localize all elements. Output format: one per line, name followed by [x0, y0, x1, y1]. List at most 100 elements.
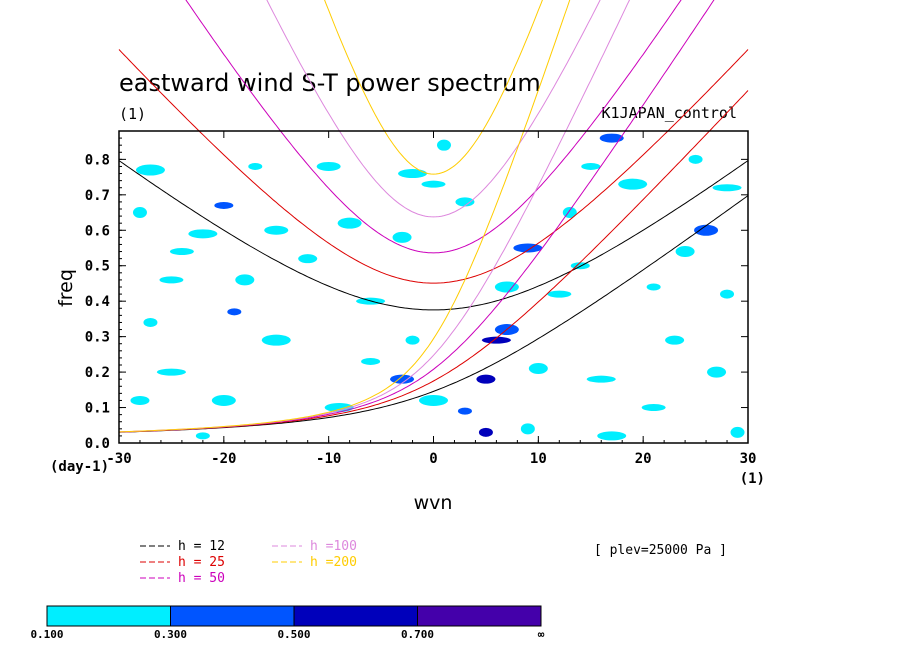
y-tick-label: 0.7: [85, 188, 110, 204]
x-tick-label: 30: [740, 451, 757, 467]
power-contour-patch: [130, 395, 150, 405]
power-contour-patch: [316, 161, 341, 171]
power-contour-patch: [712, 184, 742, 192]
x-tick-label: 0: [429, 451, 437, 467]
power-shading: [130, 133, 745, 441]
x-tick-label: -30: [106, 451, 131, 467]
colorbar-label: ∞: [538, 628, 545, 641]
y-axis-unit: (day-1): [50, 459, 109, 475]
x-axis-ticks: -30 -20 -10 0 10 20 30: [106, 131, 756, 467]
x-tick-label: -20: [211, 451, 236, 467]
power-contour-patch: [214, 201, 234, 209]
power-contour-patch: [586, 375, 616, 383]
y-axis-label: freq: [55, 269, 77, 307]
power-contour-patch: [476, 374, 496, 384]
power-contour-patch: [597, 431, 627, 441]
power-contour-patch: [478, 427, 493, 437]
power-contour-patch: [436, 139, 451, 151]
power-contour-patch: [528, 363, 548, 375]
legend-label: h = 25: [178, 555, 225, 570]
colorbar-label: 0.700: [401, 628, 434, 641]
dispersion-curves: [118, 0, 749, 433]
legend-label: h =100: [310, 539, 357, 554]
x-axis-unit: (1): [740, 471, 765, 487]
y-tick-label: 0.5: [85, 259, 110, 275]
power-contour-patch: [720, 289, 735, 299]
power-contour-patch: [646, 283, 661, 291]
y-tick-label: 0.0: [85, 436, 110, 452]
power-contour-patch: [513, 243, 543, 253]
y-tick-label: 0.2: [85, 365, 110, 381]
chart-subtitle-left: (1): [119, 105, 146, 123]
legend-label: h = 50: [178, 571, 225, 586]
power-contour-patch: [169, 248, 194, 256]
kelvin-curve-h25: [118, 90, 749, 433]
chart-title: eastward wind S-T power spectrum: [119, 69, 541, 97]
power-contour-patch: [581, 162, 601, 170]
power-contour-patch: [159, 276, 184, 284]
power-contour-patch: [392, 231, 412, 243]
y-tick-label: 0.6: [85, 223, 110, 239]
power-contour-patch: [298, 254, 318, 264]
y-tick-label: 0.4: [85, 294, 110, 310]
power-contour-patch: [547, 290, 572, 298]
kelvin-curve-h200: [118, 0, 571, 433]
power-contour-patch: [143, 317, 158, 327]
power-contour-patch: [599, 133, 624, 143]
legend-label: h = 12: [178, 539, 225, 554]
power-contour-patch: [707, 366, 727, 378]
colorbar-label: 0.300: [154, 628, 187, 641]
power-contour-patch: [405, 335, 420, 345]
power-contour-patch: [248, 162, 263, 170]
colorbar-segment: [293, 605, 418, 627]
level-annotation: [ plev=25000 Pa ]: [594, 543, 727, 558]
kelvin-curve-h100: [118, 0, 631, 433]
y-axis-ticks: 0.0 0.1 0.2 0.3 0.4 0.5 0.6 0.7 0.8: [85, 137, 748, 452]
power-contour-patch: [188, 229, 218, 239]
power-contour-patch: [211, 394, 236, 406]
power-contour-patch: [361, 357, 381, 365]
colorbar-label: 0.100: [30, 628, 63, 641]
dispersion-curve-h50: [185, 0, 682, 254]
dispersion-curve-h25: [118, 49, 749, 284]
x-axis-label: wvn: [414, 492, 453, 514]
kelvin-curve-h50: [118, 0, 715, 433]
power-contour-patch: [337, 217, 362, 229]
dispersion-curve-h200: [324, 0, 543, 175]
power-contour-patch: [730, 426, 745, 438]
power-contour-patch: [494, 281, 519, 293]
power-contour-patch: [641, 404, 666, 412]
y-tick-label: 0.3: [85, 330, 110, 346]
power-contour-patch: [398, 169, 428, 179]
power-contour-patch: [618, 178, 648, 190]
legend-label: h =200: [310, 555, 357, 570]
power-contour-patch: [457, 407, 472, 415]
power-contour-patch: [156, 368, 186, 376]
colorbar-segment: [46, 605, 171, 627]
x-tick-label: -10: [316, 451, 341, 467]
dispersion-curve-h100: [266, 0, 601, 218]
chart-subtitle-right: K1JAPAN_control: [602, 104, 737, 122]
power-contour-patch: [235, 274, 255, 286]
power-contour-patch: [665, 335, 685, 345]
power-contour-patch: [324, 403, 354, 413]
power-contour-patch: [455, 197, 475, 207]
power-contour-patch: [132, 207, 147, 219]
x-tick-label: 20: [635, 451, 652, 467]
power-contour-patch: [227, 308, 242, 316]
y-tick-label: 0.1: [85, 401, 110, 417]
colorbar: 0.100 0.300 0.500 0.700 ∞: [30, 605, 545, 641]
power-contour-patch: [481, 336, 511, 344]
power-contour-patch: [135, 164, 165, 176]
power-contour-patch: [520, 423, 535, 435]
plot-area: [130, 133, 745, 441]
colorbar-segment: [417, 605, 542, 627]
power-contour-patch: [421, 180, 446, 188]
power-contour-patch: [261, 334, 291, 346]
colorbar-segment: [170, 605, 295, 627]
y-tick-label: 0.8: [85, 152, 110, 168]
power-contour-patch: [675, 246, 695, 258]
power-contour-patch: [694, 224, 719, 236]
